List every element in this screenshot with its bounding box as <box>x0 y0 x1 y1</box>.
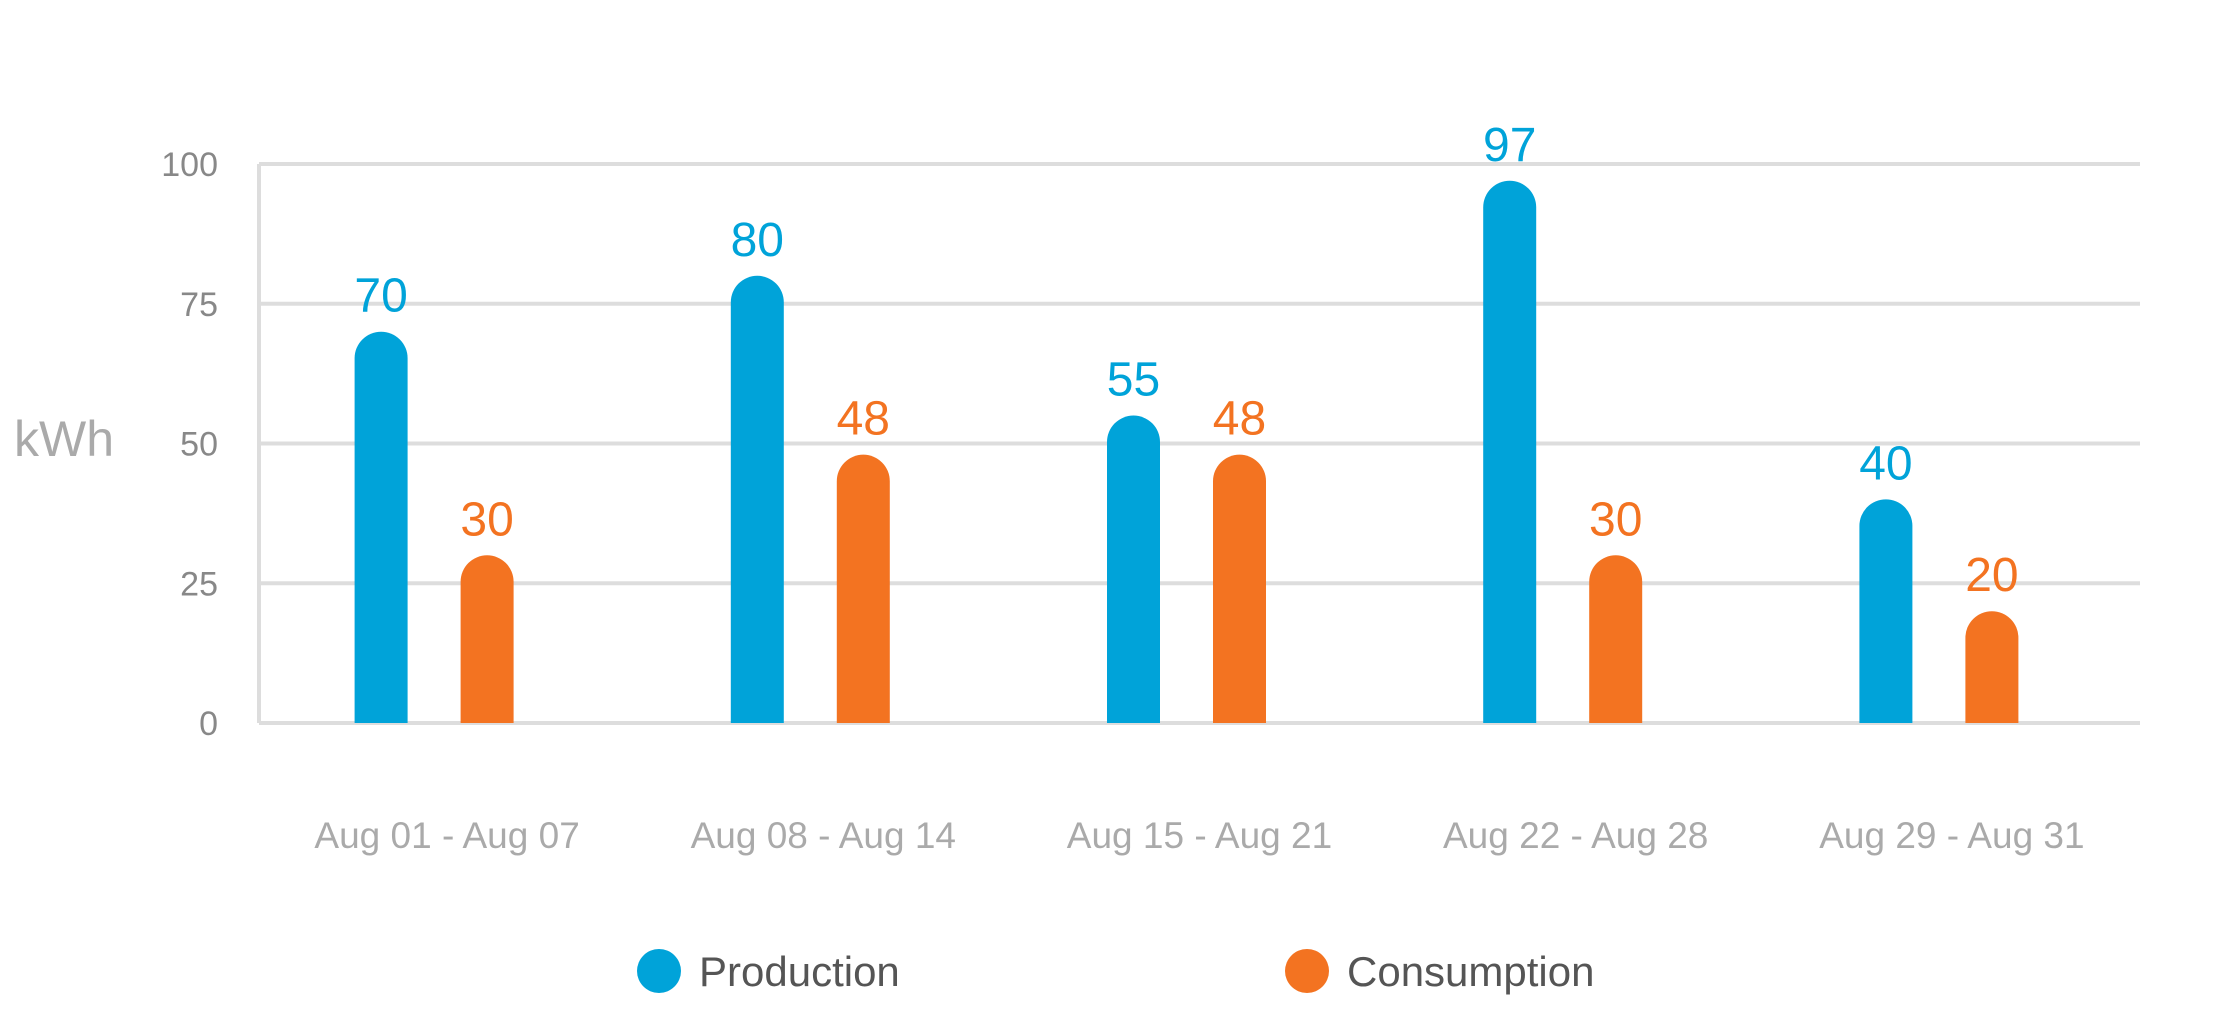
data-label-production: 97 <box>1483 119 1536 172</box>
data-label-consumption: 48 <box>1213 393 1266 446</box>
data-label-consumption: 30 <box>460 493 513 546</box>
bar-production <box>1107 415 1160 723</box>
bar-consumption <box>1589 555 1643 723</box>
legend-label-production: Production <box>699 948 900 995</box>
x-tick-label: Aug 22 - Aug 28 <box>1443 815 1708 856</box>
x-tick-labels: Aug 01 - Aug 07 Aug 08 - Aug 14 Aug 15 - A… <box>314 815 2084 856</box>
y-tick-label: 75 <box>180 286 218 324</box>
bar-production <box>1859 499 1913 723</box>
gridlines <box>257 162 2140 725</box>
y-tick-label: 50 <box>180 426 218 464</box>
y-tick-labels: 0 25 50 75 100 <box>161 146 218 743</box>
data-label-consumption: 20 <box>1965 549 2018 602</box>
data-labels: 70 30 80 48 55 48 97 30 40 20 <box>354 119 2018 602</box>
x-tick-label: Aug 08 - Aug 14 <box>691 815 956 856</box>
bar-consumption <box>1213 454 1266 723</box>
y-tick-label: 100 <box>161 146 218 184</box>
bar-consumption <box>1965 611 2019 723</box>
data-label-production: 70 <box>354 270 407 323</box>
x-tick-label: Aug 15 - Aug 21 <box>1067 815 1332 856</box>
legend-marker-production <box>637 949 681 993</box>
data-label-production: 80 <box>731 214 784 267</box>
bar-consumption <box>460 555 514 723</box>
legend-marker-consumption <box>1285 949 1329 993</box>
x-tick-label: Aug 29 - Aug 31 <box>1819 815 2084 856</box>
x-tick-label: Aug 01 - Aug 07 <box>314 815 579 856</box>
bar-production <box>1483 180 1537 723</box>
data-label-production: 55 <box>1107 354 1160 407</box>
bar-consumption <box>836 454 890 723</box>
bar-production <box>354 331 408 723</box>
data-label-production: 40 <box>1859 437 1912 490</box>
data-label-consumption: 48 <box>837 393 890 446</box>
y-axis-label: kWh <box>14 411 114 467</box>
legend: Production Consumption <box>637 948 1594 995</box>
y-tick-label: 0 <box>199 705 218 743</box>
y-tick-label: 25 <box>180 565 218 603</box>
legend-label-consumption: Consumption <box>1347 948 1594 995</box>
bars <box>354 180 2019 723</box>
data-label-consumption: 30 <box>1589 493 1642 546</box>
bar-production <box>730 275 784 723</box>
